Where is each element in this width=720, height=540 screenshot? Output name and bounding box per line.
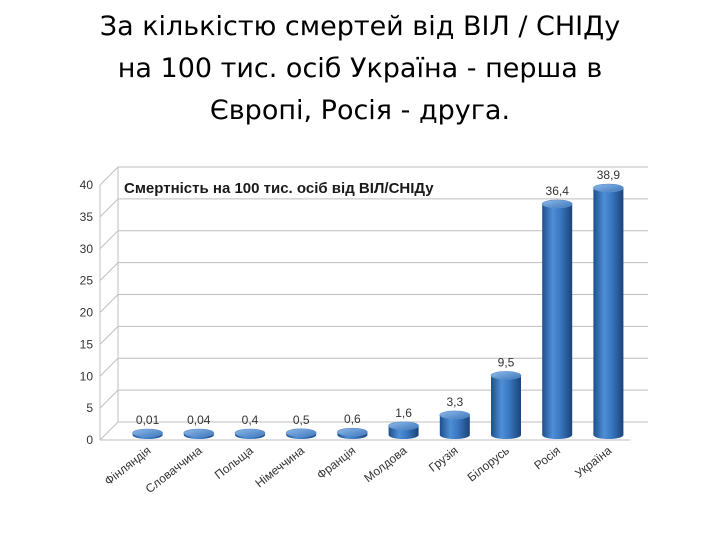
gridline: [99, 357, 648, 377]
bar-cap: [132, 428, 163, 438]
y-axis: 0 5 10 15 20 25 30 35 40: [80, 178, 94, 447]
gridline: [99, 325, 648, 345]
category-label: Грузія: [426, 443, 461, 474]
slide-title-line-2: на 100 тис. осіб Україна - перша в: [117, 53, 603, 84]
bar-cap: [439, 410, 471, 420]
gridline: [99, 198, 648, 218]
bar-cap: [337, 427, 368, 437]
category-label: Словаччина: [143, 443, 205, 496]
floor-edge: [99, 421, 648, 441]
data-label: 0,01: [136, 413, 160, 427]
gridline: [99, 294, 648, 313]
bar: [439, 414, 470, 439]
gridlines: [99, 166, 648, 441]
data-label: 0,4: [242, 413, 259, 427]
gridline: [99, 262, 648, 281]
category-label: Франція: [314, 443, 358, 482]
category-label: Німеччина: [252, 443, 307, 490]
gridline: [99, 166, 648, 186]
y-tick-label: 40: [80, 178, 94, 192]
bar: [593, 188, 624, 439]
category-label: Україна: [572, 443, 614, 480]
bar-cap: [183, 428, 215, 438]
bar: [542, 203, 573, 439]
slide-title-line-1: За кількістю смертей від ВІЛ / СНІДу: [99, 11, 621, 42]
y-tick-label: 10: [80, 369, 94, 383]
bar-cap: [285, 428, 317, 438]
data-label: 0,6: [344, 412, 361, 426]
data-label: 38,9: [597, 168, 621, 182]
data-label: 1,6: [395, 406, 412, 420]
data-label: 0,04: [187, 413, 211, 427]
bars: [132, 183, 624, 439]
y-tick-label: 30: [80, 242, 94, 256]
category-label: Молдова: [361, 443, 409, 485]
data-label: 9,5: [498, 355, 515, 369]
bar-cap: [541, 199, 573, 209]
y-tick-label: 25: [80, 274, 94, 288]
y-tick-label: 15: [80, 337, 94, 351]
gridline: [99, 230, 648, 250]
bar-cap: [234, 428, 266, 438]
category-label: Білорусь: [465, 443, 512, 484]
slide-title: За кількістю смертей від ВІЛ / СНІДу на …: [0, 6, 720, 132]
data-label: 3,3: [446, 395, 463, 409]
category-label: Росія: [531, 443, 563, 472]
category-label: Фінляндія: [102, 443, 154, 488]
bar-cap: [388, 421, 419, 431]
y-tick-label: 20: [80, 306, 94, 320]
y-tick-label: 35: [80, 210, 94, 224]
y-tick-label: 0: [86, 433, 93, 447]
bar-cap: [593, 183, 624, 193]
bar-cap: [490, 371, 522, 380]
data-labels: 0,01 0,04 0,4 0,5 0,6 1,6 3,3 9,5 36,4 38,9: [136, 168, 620, 427]
data-label: 36,4: [546, 184, 570, 198]
bar: [491, 375, 521, 439]
data-label: 0,5: [293, 413, 310, 427]
gridline: [99, 389, 648, 409]
category-label: Польща: [212, 443, 256, 482]
slide-title-line-3: Європі, Росія - друга.: [209, 95, 511, 126]
chart-title: Смертність на 100 тис. осіб від ВІЛ/СНІД…: [124, 180, 434, 197]
y-tick-label: 5: [86, 401, 93, 415]
